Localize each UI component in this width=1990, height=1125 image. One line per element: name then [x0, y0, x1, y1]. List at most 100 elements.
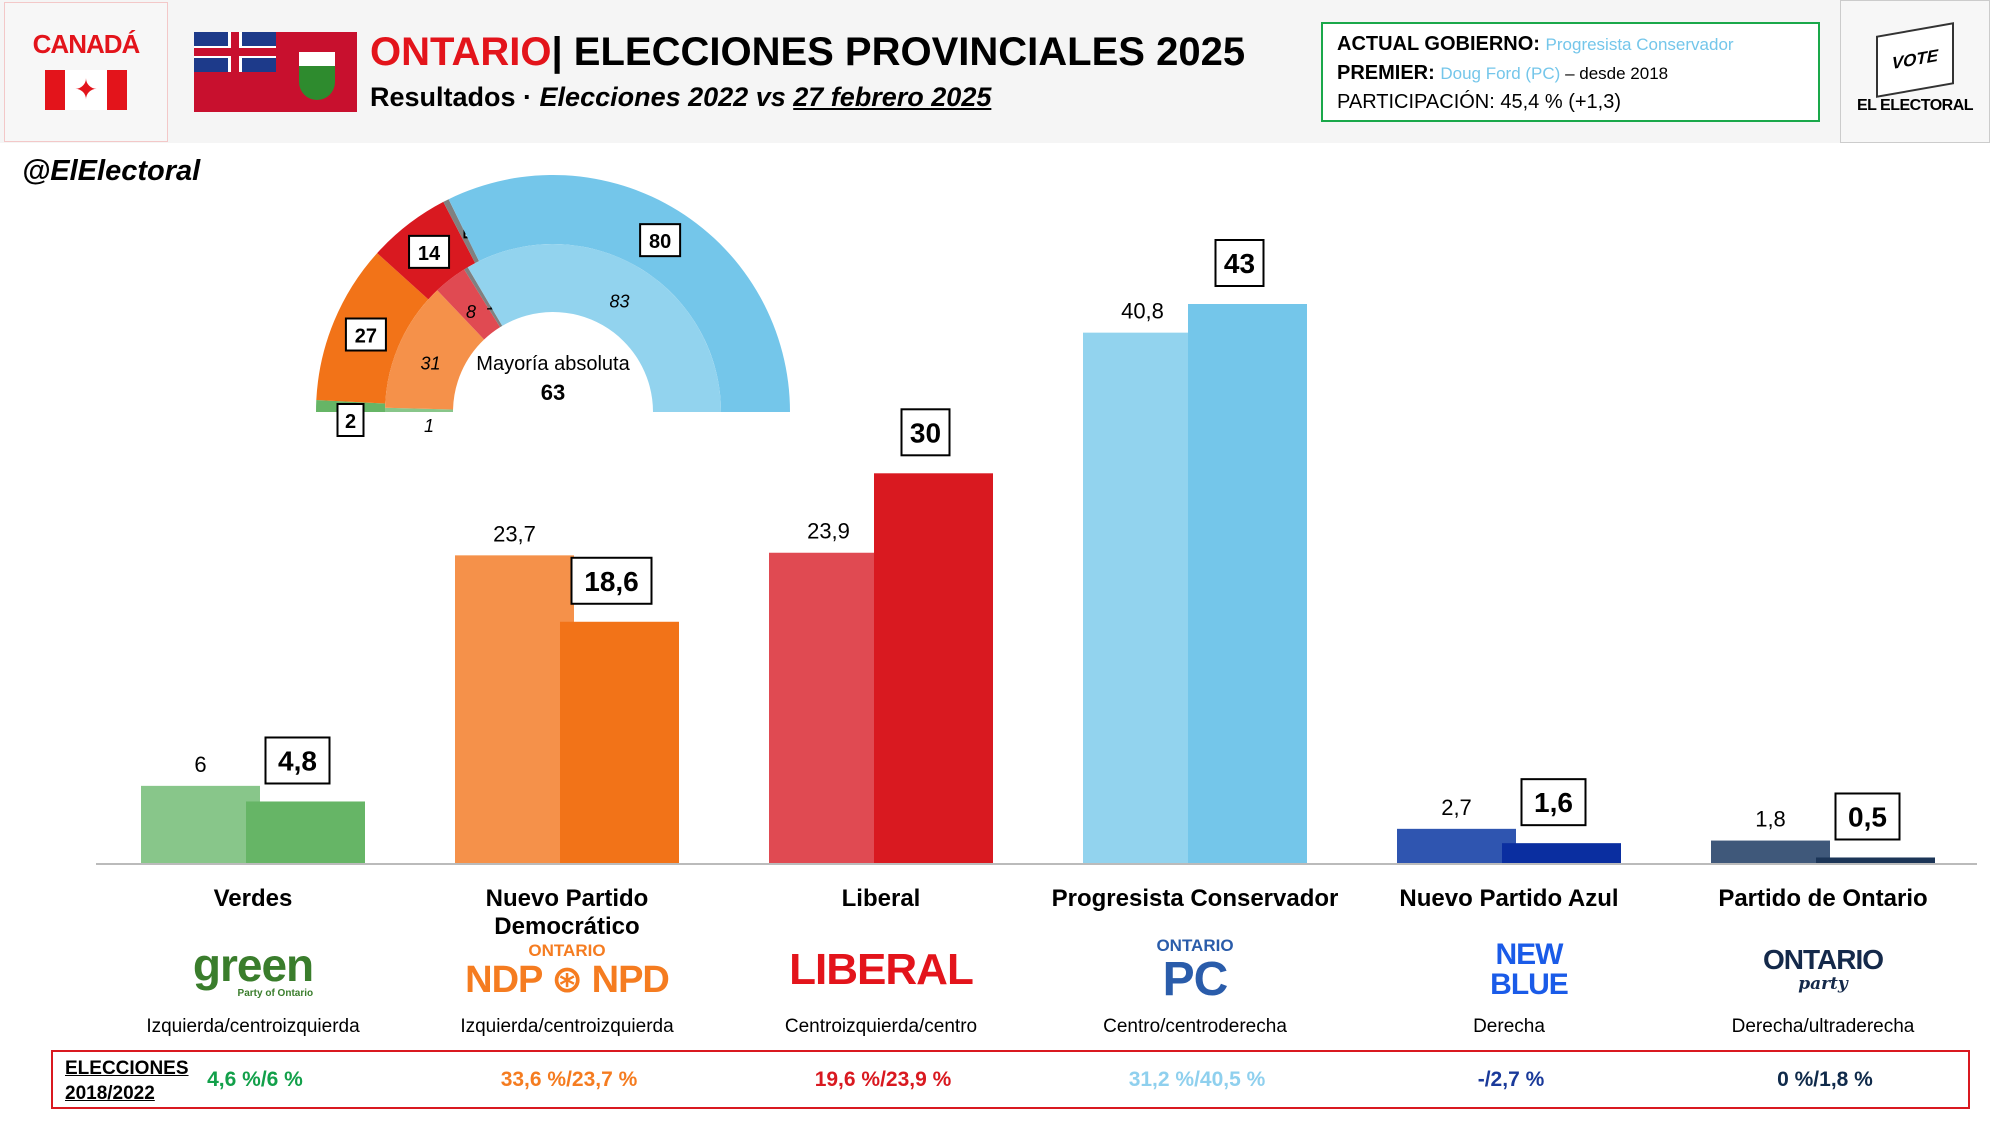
- subtitle-results: Resultados: [370, 82, 516, 112]
- bar-2022: [1397, 828, 1516, 864]
- previous-result: 33,6 %/23,7 %: [500, 1068, 638, 1091]
- seat-label-box: [639, 223, 682, 258]
- previous-result: 31,2 %/40,5 %: [1128, 1068, 1266, 1091]
- bar-value-box-2025: [900, 408, 951, 457]
- seat-label-box: [344, 317, 387, 352]
- el-electoral-logo: VOTE EL ELECTORAL: [1840, 0, 1990, 143]
- gov-value: Progresista Conservador: [1545, 35, 1734, 54]
- bar-2025: [1188, 304, 1307, 864]
- bar-value-label-2025: 18,6: [584, 566, 639, 597]
- bar-value-label-2025: 43: [1224, 248, 1255, 279]
- bar-2025: [1816, 857, 1935, 864]
- bar-value-box-2025: [1834, 792, 1901, 841]
- hemicycle-seat-segment: [464, 267, 503, 328]
- subtitle-sep: ·: [515, 82, 540, 112]
- hist-label-1: ELECCIONES: [65, 1058, 189, 1079]
- party-ideology: Centroizquierda/centro: [784, 1016, 978, 1037]
- party-name: Nuevo Partido Democrático: [485, 885, 649, 940]
- bar-value-label-2022: 2,7: [1441, 795, 1472, 820]
- party-logo: LIBERAL: [724, 930, 1038, 1010]
- party-logo: ONTARIO PC: [1038, 930, 1352, 1010]
- party-ideology: Izquierda/centroizquierda: [460, 1016, 674, 1037]
- bar-value-label-2022: 6: [194, 752, 206, 777]
- party-logo: green Party of Ontario: [96, 930, 410, 1010]
- bar-2022: [141, 785, 260, 864]
- party-logo-sub: ONTARIO: [1156, 936, 1234, 955]
- party-name: Progresista Conservador: [1051, 885, 1339, 912]
- party-logo-text: NDP ⊛ NPD: [465, 959, 670, 1001]
- bar-2022: [1711, 840, 1830, 864]
- previous-elections-label: ELECCIONES 2018/2022: [65, 1056, 189, 1106]
- party-logo-sub: Party of Ontario: [237, 987, 314, 999]
- bar-value-label-2025: 1,6: [1534, 787, 1573, 818]
- party-logo-sub: party: [1798, 974, 1848, 994]
- majority-value: 63: [541, 380, 565, 405]
- hemicycle-seat-segment: [385, 290, 485, 410]
- seat-label-2022: 31: [421, 354, 441, 374]
- premier-value: Doug Ford (PC): [1440, 64, 1561, 83]
- title-text: | ELECCIONES PROVINCIALES 2025: [551, 30, 1246, 74]
- party-logo-text: LIBERAL: [789, 945, 974, 994]
- majority-label: Mayoría absoluta: [476, 353, 630, 375]
- brand-name: EL ELECTORAL: [1856, 97, 1974, 114]
- bar-2022: [1083, 332, 1202, 865]
- bar-value-box-2025: [570, 556, 653, 605]
- bar-2025: [560, 621, 679, 864]
- bar-2025: [874, 473, 993, 864]
- premier-label: PREMIER:: [1337, 62, 1435, 84]
- hemicycle-seat-segment: [448, 175, 790, 412]
- bar-value-label-2025: 4,8: [278, 745, 317, 776]
- canada-badge: CANADÁ ✦: [4, 2, 168, 142]
- social-handle: @ElElectoral: [22, 155, 201, 187]
- turnout-value: 45,4 % (+1,3): [1494, 91, 1621, 113]
- hemicycle-seat-segment: [385, 407, 454, 412]
- bar-value-label-2025: 30: [910, 417, 941, 448]
- party-name: Partido de Ontario: [1718, 885, 1928, 912]
- previous-result: -/2,7 %: [1477, 1068, 1545, 1091]
- seat-label-2022: 1: [424, 416, 434, 436]
- seat-label-2022: 83: [609, 292, 629, 312]
- party-name: Nuevo Partido Azul: [1399, 885, 1619, 912]
- region-name: ONTARIO: [370, 30, 552, 74]
- bar-2025: [246, 801, 365, 864]
- party-logo-text: NEW BLUE: [1490, 938, 1569, 1001]
- government-info-box: ACTUAL GOBIERNO: Progresista Conservador…: [1321, 22, 1820, 122]
- party-ideology: Izquierda/centroizquierda: [146, 1016, 360, 1037]
- seat-label: 14: [418, 243, 441, 265]
- bar-2022: [769, 552, 888, 864]
- bar-value-label-2022: 40,8: [1121, 299, 1164, 324]
- party-name: Liberal: [841, 885, 921, 912]
- country-label: CANADÁ: [32, 29, 141, 59]
- canada-flag-icon: ✦: [45, 70, 127, 110]
- premier-since: – desde 2018: [1560, 64, 1669, 83]
- bar-value-label-2022: 1,8: [1755, 807, 1786, 832]
- seat-label: 80: [649, 231, 671, 253]
- bar-2025: [1502, 843, 1621, 864]
- bar-value-label-2022: 23,9: [807, 519, 850, 544]
- seat-label: 27: [355, 326, 377, 348]
- party-ideology: Derecha: [1473, 1016, 1545, 1037]
- party-logo: NEW BLUE: [1352, 930, 1666, 1010]
- page-title: ONTARIO| ELECCIONES PROVINCIALES 2025: [370, 30, 1245, 75]
- hist-label-2: 2018/2022: [65, 1083, 155, 1104]
- subtitle: Resultados · Elecciones 2022 vs 27 febre…: [370, 82, 991, 113]
- turnout-label: PARTICIPACIÓN:: [1337, 91, 1495, 113]
- previous-result: 0 %/1,8 %: [1777, 1068, 1873, 1091]
- party-logo-text: ONTARIO: [1762, 944, 1884, 975]
- bar-value-label-2022: 23,7: [493, 521, 536, 546]
- previous-elections-box: ELECCIONES 2018/2022 4,6 %/6 % 33,6 %/23,7…: [51, 1050, 1970, 1109]
- previous-result: 4,6 %/6 %: [207, 1068, 303, 1091]
- hemicycle-seat-segment: [467, 243, 721, 412]
- hemicycle-seat-segment: [443, 199, 480, 264]
- subtitle-date: 27 febrero 2025: [793, 82, 992, 112]
- bar-value-box-2025: [1520, 778, 1587, 827]
- party-logo: ONTARIO party: [1666, 930, 1980, 1010]
- bar-value-label-2025: 0,5: [1848, 801, 1887, 832]
- subtitle-compare: Elecciones 2022 vs: [539, 82, 794, 112]
- bar-value-box-2025: [264, 736, 331, 785]
- ontario-flag-icon: [194, 32, 357, 112]
- bar-value-box-2025: [1214, 239, 1265, 287]
- party-logo-text: PC: [1162, 953, 1229, 1006]
- party-logo-sub: ONTARIO: [528, 941, 606, 960]
